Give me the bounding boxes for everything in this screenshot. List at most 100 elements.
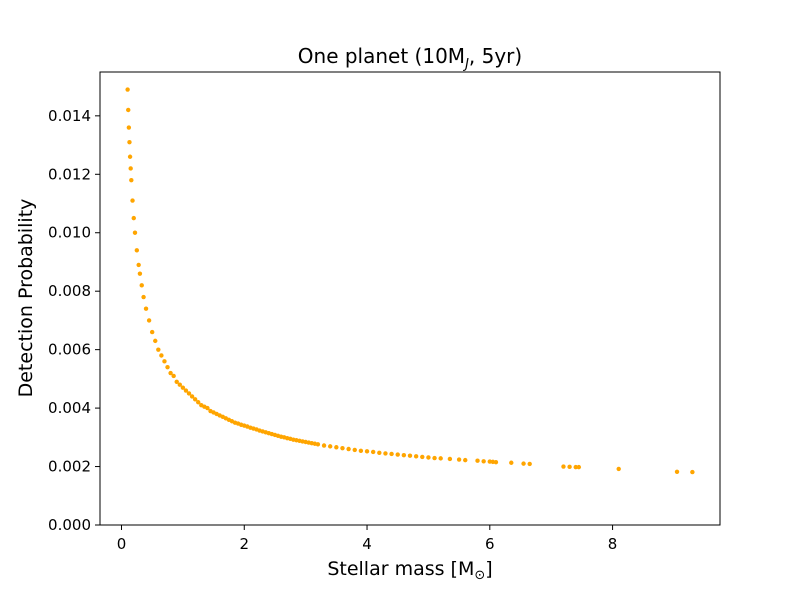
y-tick-label: 0.002 [48, 458, 91, 476]
data-point [426, 455, 431, 460]
data-point [370, 449, 376, 455]
data-point [364, 449, 370, 454]
y-tick-label: 0.000 [48, 516, 91, 534]
data-point [180, 385, 186, 390]
data-point [127, 139, 132, 145]
data-point [159, 353, 164, 358]
data-point [493, 459, 499, 465]
data-point [561, 464, 566, 469]
data-point [358, 448, 364, 453]
y-tick-label: 0.014 [48, 107, 91, 125]
data-point [413, 454, 419, 459]
data-point [447, 456, 453, 462]
data-point [134, 248, 140, 253]
data-point [126, 107, 131, 113]
data-point [171, 373, 176, 379]
data-point [420, 454, 425, 460]
data-point [389, 451, 394, 457]
data-point [407, 453, 413, 458]
data-point [340, 445, 345, 451]
data-point [149, 329, 155, 335]
data-point [438, 456, 443, 461]
data-point [125, 87, 130, 92]
x-tick-label: 6 [485, 535, 495, 553]
plot-area: 0 2 4 6 8 0.000 0.002 0.004 0.006 0.008 0.010 0.01… [48, 71, 721, 553]
data-point [377, 450, 382, 456]
data-point [130, 198, 135, 203]
data-point [481, 459, 486, 464]
data-point [132, 230, 138, 235]
data-point [383, 451, 388, 456]
x-tick-label: 8 [608, 535, 618, 553]
data-point [334, 445, 339, 450]
x-axis-ticks: 0 2 4 6 8 [117, 525, 618, 553]
x-tick-label: 2 [239, 535, 249, 553]
data-point [690, 469, 695, 475]
data-point [126, 125, 132, 130]
data-point [527, 461, 532, 467]
data-point [129, 177, 134, 183]
data-point [395, 452, 400, 457]
data-point [177, 382, 182, 387]
data-point [463, 457, 468, 463]
data-point [174, 379, 179, 384]
x-tick-label: 0 [117, 535, 127, 553]
data-point [186, 391, 192, 396]
data-point [165, 364, 170, 370]
data-point [328, 444, 333, 449]
data-points [125, 87, 695, 475]
data-point [156, 347, 161, 352]
data-point [127, 154, 133, 159]
data-point [321, 443, 327, 448]
data-point [352, 447, 357, 453]
data-point [153, 338, 158, 344]
x-axis-label-subscript: ⊙ [474, 568, 485, 583]
data-point [509, 460, 514, 465]
data-point [432, 455, 437, 461]
x-tick-label: 4 [362, 535, 372, 553]
chart-title: One planet (10MJ, 5yr) [298, 44, 522, 72]
data-point [146, 318, 152, 323]
data-point [139, 283, 144, 288]
data-point [567, 464, 572, 470]
x-axis-label-main: Stellar mass [M [327, 558, 474, 580]
data-point [141, 294, 146, 300]
x-axis-label: Stellar mass [M⊙] [327, 558, 492, 583]
y-tick-label: 0.008 [48, 282, 91, 300]
x-axis-label-suffix: ] [485, 558, 492, 580]
data-point [131, 215, 136, 221]
data-point [143, 306, 149, 311]
y-tick-label: 0.004 [48, 399, 91, 417]
y-tick-label: 0.006 [48, 341, 91, 359]
axes-frame [99, 71, 721, 526]
data-point [456, 457, 462, 462]
chart-title-suffix: , 5yr) [469, 44, 522, 68]
y-tick-label: 0.012 [48, 165, 91, 183]
data-point [315, 442, 321, 447]
data-point [189, 394, 195, 399]
data-point [674, 469, 680, 475]
data-point [168, 370, 173, 376]
data-point [137, 271, 143, 276]
data-point [576, 464, 582, 470]
chart-title-subscript: J [462, 57, 469, 72]
data-point [346, 446, 351, 452]
data-point [192, 397, 198, 402]
chart-title-main: One planet (10M [298, 44, 465, 68]
data-point [521, 461, 526, 466]
data-point [136, 262, 141, 268]
data-point [128, 166, 133, 171]
data-point [401, 452, 407, 458]
data-point [205, 405, 210, 411]
data-point [573, 464, 578, 470]
data-point [162, 359, 167, 364]
y-tick-label: 0.010 [48, 224, 91, 242]
data-point [475, 458, 480, 463]
data-point [183, 388, 189, 393]
data-point [616, 466, 621, 472]
y-axis-label: Detection Probability [15, 199, 37, 398]
data-point [196, 400, 201, 405]
y-axis-ticks: 0.000 0.002 0.004 0.006 0.008 0.010 0.012 0.014 [48, 107, 100, 534]
